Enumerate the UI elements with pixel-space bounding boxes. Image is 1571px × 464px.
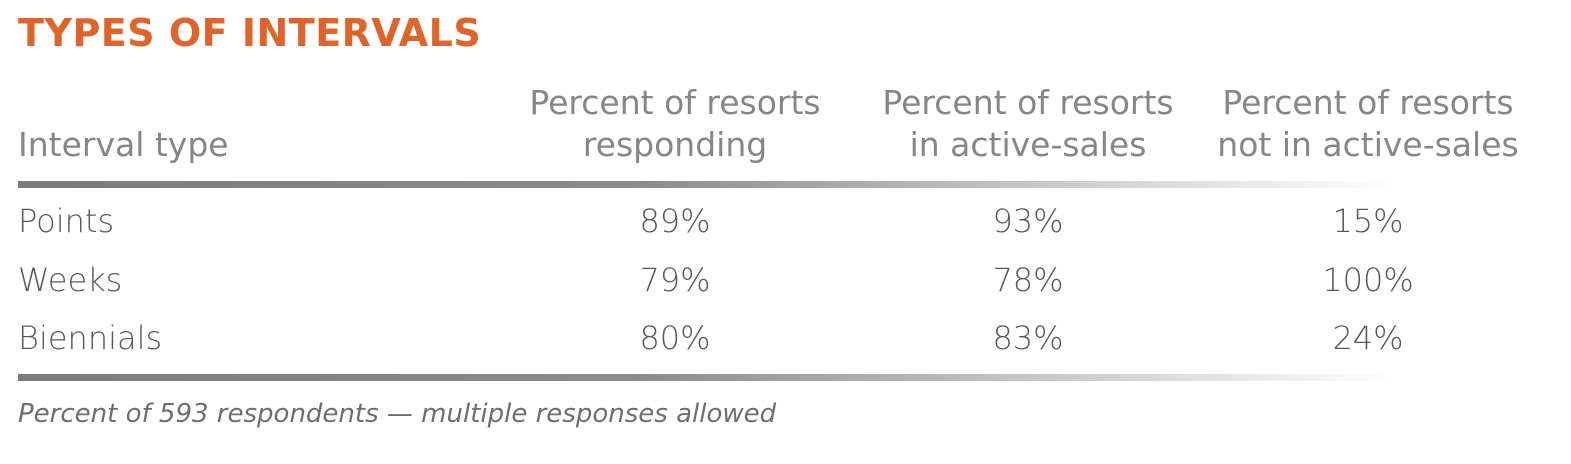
column-header-line: in active-sales	[909, 125, 1147, 164]
table-row: Weeks 79% 78% 100%	[0, 257, 1571, 315]
column-header-line: not in active-sales	[1217, 125, 1519, 164]
column-header-line: Percent of resorts	[882, 83, 1174, 122]
cell-not-active-sales: 15%	[1332, 202, 1404, 240]
header-divider	[18, 181, 1393, 188]
cell-responding: 89%	[639, 202, 711, 240]
table-row: Points 89% 93% 15%	[0, 198, 1571, 256]
column-header-line: Percent of resorts	[1222, 83, 1514, 122]
row-label: Weeks	[18, 261, 123, 299]
footnote: Percent of 593 respondents — multiple re…	[18, 399, 777, 429]
column-header-line: responding	[582, 125, 768, 164]
cell-active-sales: 83%	[992, 319, 1064, 357]
cell-responding: 80%	[639, 319, 711, 357]
table-row: Biennials 80% 83% 24%	[0, 315, 1571, 373]
column-header-active-sales: Percent of resorts in active-sales	[858, 82, 1198, 166]
table-title: TYPES OF INTERVALS	[18, 11, 482, 55]
cell-responding: 79%	[639, 261, 711, 299]
cell-not-active-sales: 24%	[1332, 319, 1404, 357]
cell-active-sales: 93%	[992, 202, 1064, 240]
column-header-interval-type: Interval type	[18, 125, 229, 164]
column-header-responding: Percent of resorts responding	[505, 82, 845, 166]
column-header-line: Percent of resorts	[529, 83, 821, 122]
row-label: Biennials	[18, 319, 163, 357]
cell-not-active-sales: 100%	[1322, 261, 1414, 299]
cell-active-sales: 78%	[992, 261, 1064, 299]
column-header-not-active-sales: Percent of resorts not in active-sales	[1198, 82, 1538, 166]
footer-divider	[18, 374, 1393, 381]
row-label: Points	[18, 202, 115, 240]
